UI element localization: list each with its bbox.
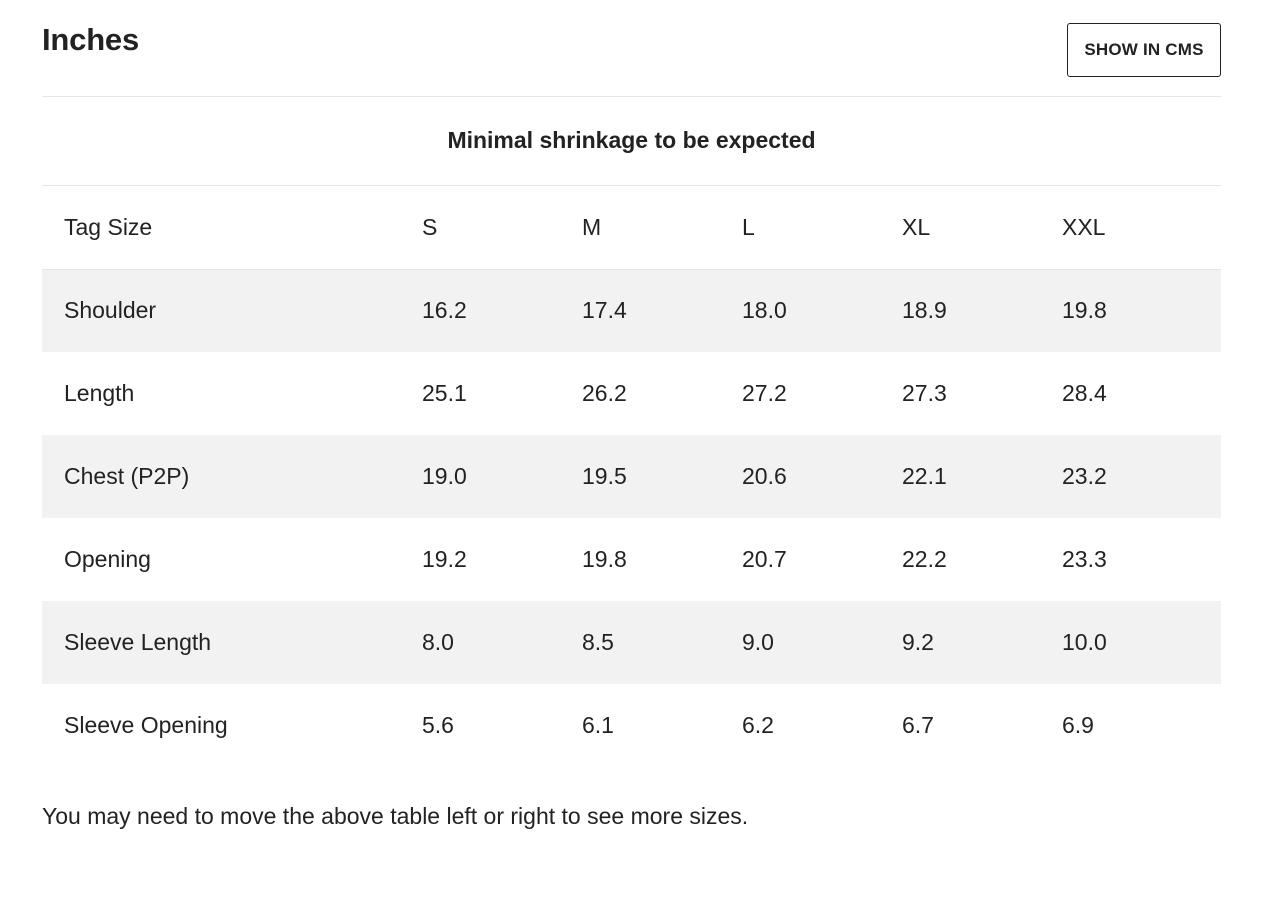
- row-label: Chest (P2P): [64, 463, 190, 489]
- row-label: Shoulder: [64, 297, 157, 324]
- table-cell: 6.2: [742, 712, 774, 738]
- table-header-row: Tag Size S M L XL XXL: [42, 186, 1221, 269]
- row-label: Opening: [64, 546, 151, 572]
- table-row: Shoulder 16.2 17.4 18.0 18.9 19.8: [42, 269, 1221, 352]
- row-label: Sleeve Opening: [64, 712, 228, 738]
- table-cell: 27.2: [742, 380, 787, 406]
- page-title: Inches: [42, 22, 140, 57]
- size-chart-header: Inches SHOW IN CMS: [42, 0, 1221, 97]
- table-cell: 6.9: [1062, 712, 1094, 738]
- table-cell: 27.3: [902, 380, 947, 406]
- table-cell: 20.7: [742, 546, 787, 572]
- row-label: Sleeve Length: [64, 629, 212, 655]
- table-cell: 28.4: [1062, 380, 1107, 406]
- table-cell: 9.0: [742, 629, 774, 655]
- table-cell: 8.0: [422, 629, 454, 655]
- column-header: S: [422, 213, 438, 240]
- table-cell: 19.8: [1062, 297, 1107, 324]
- column-header: XXL: [1062, 213, 1106, 240]
- column-header: Tag Size: [64, 213, 153, 240]
- table-cell: 6.7: [902, 712, 934, 738]
- size-chart-table[interactable]: Tag Size S M L XL XXL Shoulder 16.2 17.4…: [42, 186, 1221, 767]
- table-cell: 5.6: [422, 712, 454, 738]
- table-cell: 26.2: [582, 380, 627, 406]
- table-row: Sleeve Opening 5.6 6.1 6.2 6.7 6.9: [42, 684, 1221, 767]
- table-cell: 10.0: [1062, 629, 1107, 655]
- table-cell: 25.1: [422, 380, 467, 406]
- table-cell: 16.2: [422, 297, 467, 324]
- table-cell: 19.0: [422, 463, 467, 489]
- table-cell: 23.3: [1062, 546, 1107, 572]
- table-cell: 19.8: [582, 546, 627, 572]
- table-cell: 22.2: [902, 546, 947, 572]
- shrinkage-note: Minimal shrinkage to be expected: [42, 96, 1221, 186]
- table-row: Chest (P2P) 19.0 19.5 20.6 22.1 23.2: [42, 435, 1221, 518]
- show-in-cms-button[interactable]: SHOW IN CMS: [1067, 23, 1221, 77]
- table-cell: 19.5: [582, 463, 627, 489]
- table-row: Sleeve Length 8.0 8.5 9.0 9.2 10.0: [42, 601, 1221, 684]
- row-label: Length: [64, 380, 135, 406]
- table-row: Opening 19.2 19.8 20.7 22.2 23.3: [42, 518, 1221, 601]
- scroll-hint-text: You may need to move the above table lef…: [42, 803, 749, 829]
- table-cell: 17.4: [582, 297, 627, 324]
- table-cell: 19.2: [422, 546, 467, 572]
- column-header: L: [742, 213, 755, 240]
- table-cell: 23.2: [1062, 463, 1107, 489]
- column-header: M: [582, 213, 602, 240]
- table-cell: 20.6: [742, 463, 787, 489]
- table-row: Length 25.1 26.2 27.2 27.3 28.4: [42, 352, 1221, 435]
- column-header: XL: [902, 213, 931, 240]
- table-cell: 6.1: [582, 712, 614, 738]
- table-cell: 9.2: [902, 629, 934, 655]
- table-cell: 22.1: [902, 463, 947, 489]
- table-cell: 18.0: [742, 297, 787, 324]
- table-cell: 8.5: [582, 629, 614, 655]
- table-cell: 18.9: [902, 297, 947, 324]
